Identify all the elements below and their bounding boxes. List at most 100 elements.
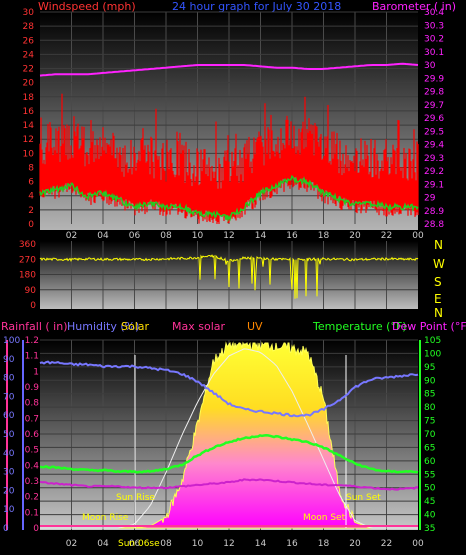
windspeed-tick: 30	[23, 8, 35, 18]
x-tick: 00	[412, 539, 424, 549]
windspeed-tick: 28	[23, 22, 35, 32]
compass-n-bottom: N	[434, 306, 443, 320]
barometer-tick: 29.7	[424, 101, 444, 111]
humidity-tick: 20	[3, 486, 15, 496]
x-tick: 20	[349, 539, 361, 549]
max-solar-series	[40, 348, 418, 529]
barometer-axis-label: Barometer ( in)	[372, 0, 456, 13]
barometer-tick: 29.6	[424, 114, 444, 124]
moonrise-annotation: Moon Rise	[82, 513, 129, 523]
x-tick: 18	[318, 231, 330, 241]
temperature-tick: 75	[424, 417, 435, 427]
sunset-annotation: Sun Set	[346, 493, 381, 503]
x-tick: 14	[255, 539, 267, 549]
temperature-tick: 45	[424, 497, 435, 507]
wind-direction-series	[39, 254, 419, 299]
humidity-tick: 60	[3, 411, 15, 421]
temperature-tick: 35	[424, 524, 435, 534]
rainfall-tick: 0.2	[25, 493, 39, 503]
wind-direction-tick: 360	[19, 240, 36, 250]
humidity-tick: 40	[3, 449, 15, 459]
rainfall-axis-ticks: 0 0.1 0.2 0.3 0.4 0.5 0.6 0.7 0.8 0.9 1 1.1 1.2	[25, 336, 40, 534]
barometer-tick: 29.4	[424, 141, 444, 151]
humidity-tick: 90	[3, 355, 15, 365]
humidity-tick: 70	[3, 392, 15, 402]
windspeed-tick: 8	[28, 163, 34, 173]
humidity-tick: 50	[3, 430, 15, 440]
x-tick: 04	[97, 231, 109, 241]
x-tick: 12	[223, 231, 234, 241]
rainfall-tick: 0.4	[25, 461, 40, 471]
x-tick: 10	[192, 539, 204, 549]
barometer-tick: 29.1	[424, 180, 444, 190]
temperature-tick: 90	[424, 376, 436, 386]
barometer-tick: 29	[424, 194, 436, 204]
temperature-axis-label: Temperature (°F)	[312, 320, 407, 333]
temperature-tick: 60	[424, 457, 436, 467]
barometer-axis-ticks: 28.8 28.9 29 29.1 29.2 29.3 29.4 29.5 29.6 29.7 29…	[424, 8, 444, 230]
x-tick: 08	[160, 231, 172, 241]
x-tick: 16	[286, 231, 298, 241]
windspeed-tick: 0	[28, 220, 34, 230]
sunrise-time-annotation: Sun 06se	[118, 539, 160, 549]
windspeed-tick: 20	[23, 79, 35, 89]
x-tick: 18	[318, 539, 330, 549]
temperature-tick: 105	[424, 336, 441, 346]
barometer-tick: 29.3	[424, 154, 444, 164]
temperature-tick: 50	[424, 484, 436, 494]
max-solar-label: Max solar	[172, 320, 225, 333]
temperature-tick: 80	[424, 403, 436, 413]
x-tick: 16	[286, 539, 298, 549]
compass-n-top: N	[434, 238, 443, 252]
windspeed-tick: 26	[23, 36, 35, 46]
rainfall-tick: 0.9	[25, 383, 40, 393]
barometer-tick: 29.2	[424, 167, 444, 177]
humidity-tick: 30	[3, 468, 15, 478]
barometer-tick: 30	[424, 61, 436, 71]
rainfall-tick: 0.7	[25, 414, 39, 424]
wind-direction-tick: 270	[19, 255, 36, 265]
rainfall-tick: 0	[33, 524, 39, 534]
rainfall-tick: 1.2	[25, 336, 39, 346]
temperature-tick: 55	[424, 470, 435, 480]
wind-direction-tick: 90	[25, 286, 37, 296]
chart-title: 24 hour graph for July 30 2018	[172, 0, 341, 13]
rainfall-tick: 0.3	[25, 477, 39, 487]
x-tick: 12	[223, 539, 234, 549]
temperature-tick: 100	[424, 349, 441, 359]
wind-direction-trace	[39, 254, 419, 299]
windspeed-axis-label: Windspeed (mph)	[38, 0, 136, 13]
x-axis-ticks-panel3: 02 04 06 08 10 12 14 16 18 20 22 00	[66, 539, 424, 549]
barometer-tick: 30.4	[424, 8, 444, 18]
windspeed-tick: 6	[28, 178, 34, 188]
temperature-tick: 85	[424, 390, 435, 400]
sunrise-annotation: Sun Rise	[116, 493, 155, 503]
dewpoint-series	[39, 478, 418, 491]
x-tick: 04	[97, 539, 109, 549]
compass-s: S	[434, 275, 442, 289]
humidity-tick: 10	[3, 505, 15, 515]
wind-direction-tick: 0	[30, 301, 36, 311]
barometer-tick: 30.3	[424, 21, 444, 31]
x-tick: 06	[129, 231, 141, 241]
x-tick: 02	[66, 539, 77, 549]
x-tick: 02	[66, 231, 77, 241]
humidity-tick: 80	[3, 374, 15, 384]
compass-e: E	[434, 292, 442, 306]
temperature-tick: 95	[424, 363, 435, 373]
uv-label: UV	[247, 320, 263, 333]
rainfall-tick: 0.8	[25, 399, 40, 409]
temperature-tick: 40	[424, 511, 436, 521]
x-tick: 10	[192, 231, 204, 241]
solar-label: Solar	[121, 320, 150, 333]
barometer-tick: 30.1	[424, 48, 444, 58]
windspeed-tick: 2	[28, 206, 34, 216]
windspeed-tick: 24	[23, 50, 35, 60]
windspeed-tick: 22	[23, 65, 34, 75]
wind-direction-tick: 180	[19, 271, 36, 281]
humidity-axis-ticks: 0 10 20 30 40 50 60 70 80 90 100	[3, 336, 20, 534]
x-tick: 08	[160, 539, 172, 549]
barometer-tick: 29.9	[424, 74, 444, 84]
compass-w: W	[433, 257, 445, 271]
